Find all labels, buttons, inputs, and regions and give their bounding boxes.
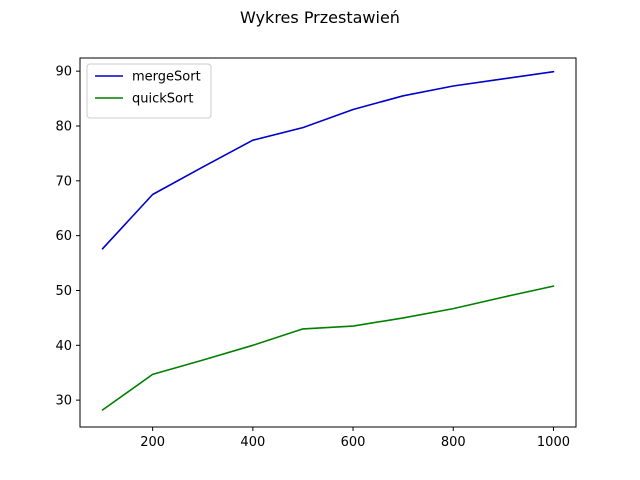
legend-label-mergeSort: mergeSort <box>132 70 201 85</box>
x-tick-label: 600 <box>341 435 366 450</box>
plot-area: 200 400 600 800 1000 30 40 50 60 70 80 90 mergeSort q… <box>55 57 577 450</box>
y-tick-label: 50 <box>55 284 72 299</box>
x-tick-label: 1000 <box>537 435 570 450</box>
series-line-mergeSort <box>101 70 555 250</box>
series-line-quickSort <box>101 285 555 411</box>
axes-frame <box>79 57 577 428</box>
chart-title: Wykres Przestawień <box>240 8 400 27</box>
y-tick-label: 60 <box>55 229 72 244</box>
x-tick-label: 800 <box>441 435 466 450</box>
y-tick-label: 90 <box>55 65 72 80</box>
y-tick-label: 30 <box>55 394 72 409</box>
legend <box>86 63 212 119</box>
legend-label-quickSort: quickSort <box>132 92 193 107</box>
x-tick-label: 400 <box>240 435 265 450</box>
y-tick-label: 70 <box>55 174 72 189</box>
y-tick-label: 80 <box>55 119 72 134</box>
x-tick-label: 200 <box>140 435 165 450</box>
y-tick-label: 40 <box>55 339 72 354</box>
